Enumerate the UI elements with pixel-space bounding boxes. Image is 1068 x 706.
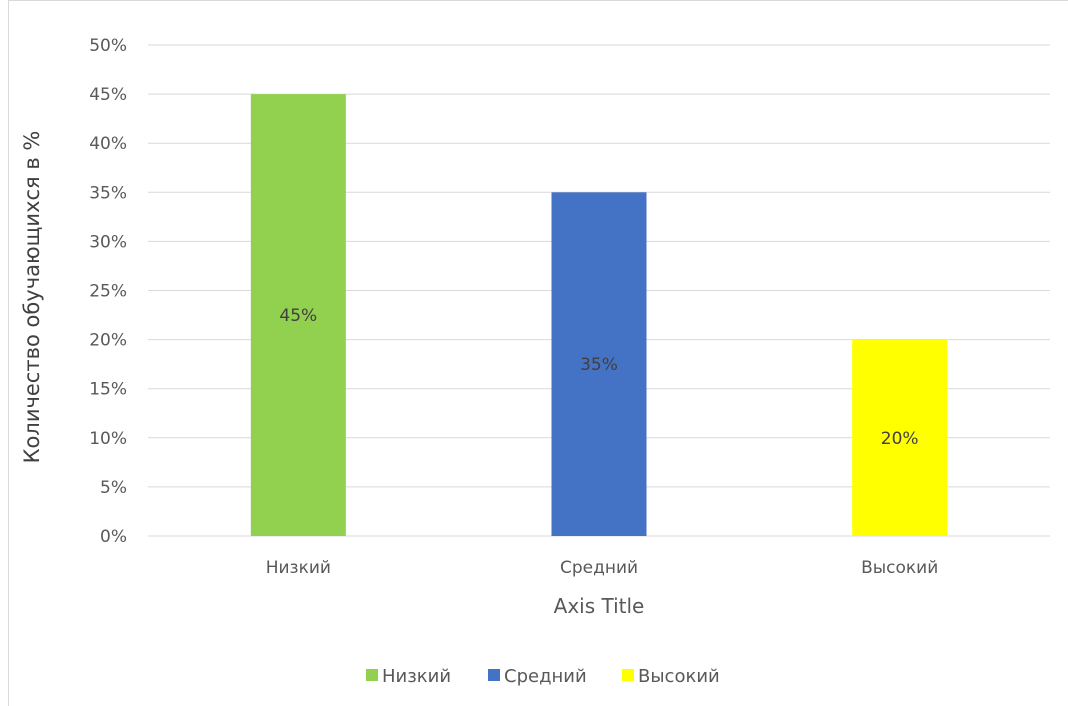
legend: Низкий Средний Высокий (366, 666, 720, 687)
y-tick-label: 50% (89, 36, 127, 56)
bars: 45% 35% 20% (250, 94, 948, 537)
y-axis-title: Количество обучающихся в % (20, 131, 44, 464)
y-tick-label: 40% (89, 134, 127, 154)
legend-label: Низкий (382, 666, 451, 687)
bar-2 (551, 192, 647, 537)
chart-frame (8, 0, 1068, 706)
y-tick-label: 45% (89, 85, 127, 105)
bar-3 (852, 339, 948, 536)
y-axis-ticks: 0% 5% 10% 15% 20% 25% 30% 35% 40% 45% 50% (89, 36, 127, 547)
legend-swatch (366, 669, 378, 681)
x-axis-title: Axis Title (554, 594, 645, 618)
data-label: 45% (279, 306, 317, 326)
legend-swatch (488, 669, 500, 681)
x-category-label: Низкий (266, 558, 331, 578)
y-tick-label: 10% (89, 429, 127, 449)
data-label: 20% (881, 429, 919, 449)
legend-swatch (622, 669, 634, 681)
x-category-label: Средний (560, 558, 638, 578)
y-tick-label: 25% (89, 282, 127, 302)
data-label: 35% (580, 355, 618, 375)
x-category-label: Высокий (861, 558, 938, 578)
bar-1 (250, 94, 346, 536)
x-axis-categories: Низкий Средний Высокий (266, 558, 939, 578)
legend-label: Средний (504, 666, 587, 687)
y-tick-label: 30% (89, 232, 127, 252)
legend-label: Высокий (638, 666, 720, 687)
y-tick-label: 5% (100, 478, 127, 498)
y-tick-label: 15% (89, 380, 127, 400)
y-tick-label: 0% (100, 527, 127, 547)
y-tick-label: 35% (89, 183, 127, 203)
y-tick-label: 20% (89, 331, 127, 351)
